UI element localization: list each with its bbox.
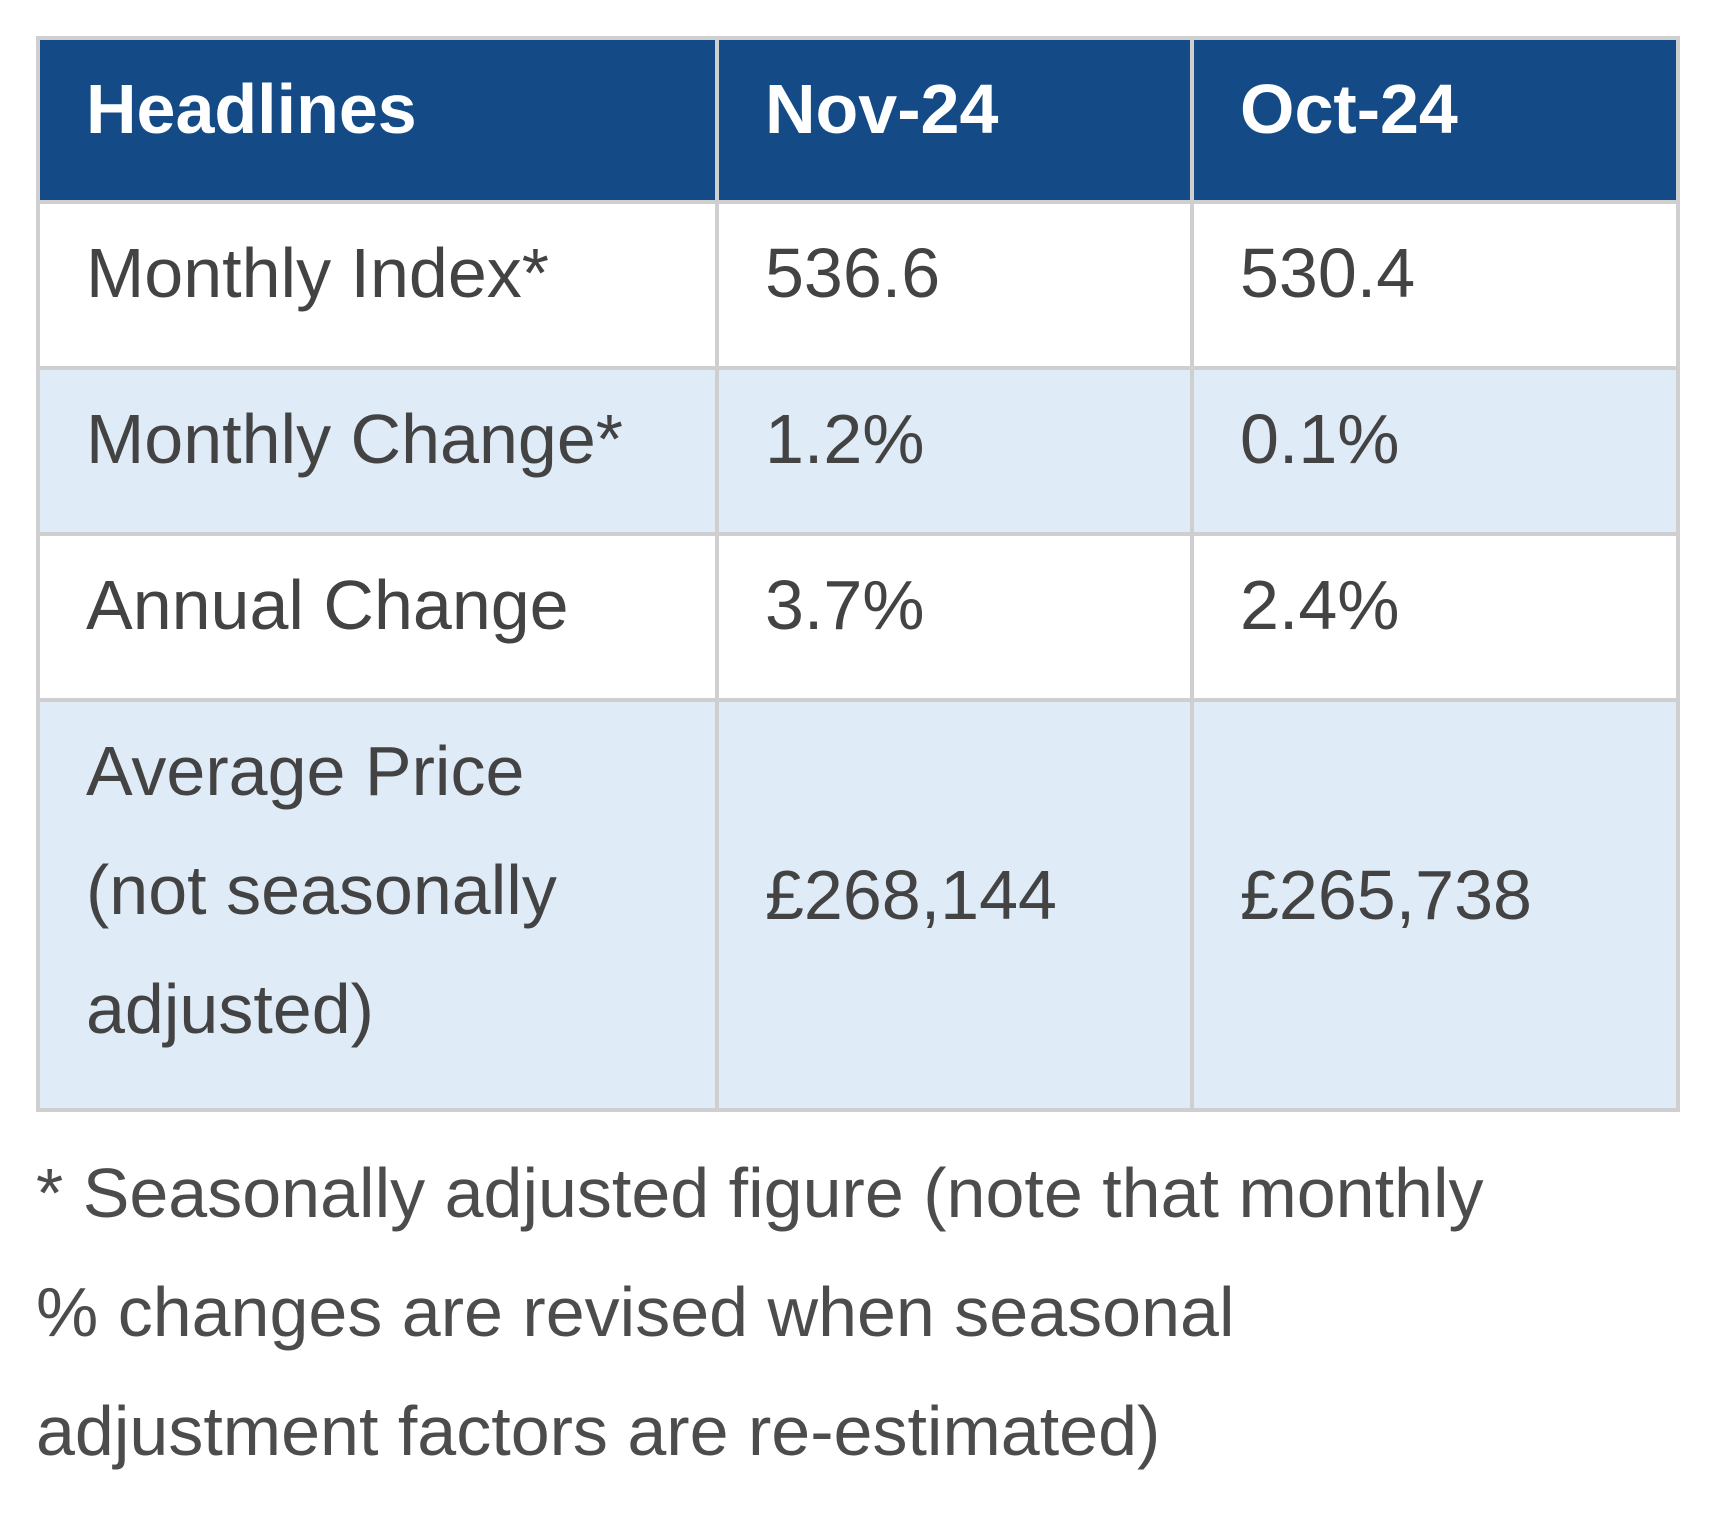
cell-monthly-change-nov: 1.2% xyxy=(715,366,1194,536)
headlines-table: Headlines Nov-24 Oct-24 Monthly Index* 5… xyxy=(36,36,1680,1112)
cell-monthly-index-oct: 530.4 xyxy=(1190,200,1680,370)
table-row-monthly-index: Monthly Index* 536.6 530.4 xyxy=(36,200,1680,370)
footnote: * Seasonally adjusted figure (note that … xyxy=(36,1154,1484,1470)
column-header-oct-24: Oct-24 xyxy=(1190,36,1680,204)
column-header-nov-24: Nov-24 xyxy=(715,36,1194,204)
row-label-average-price: Average Price (not seasonally adjusted) xyxy=(36,698,719,1112)
cell-monthly-index-nov: 536.6 xyxy=(715,200,1194,370)
cell-annual-change-oct: 2.4% xyxy=(1190,532,1680,702)
row-label-annual-change: Annual Change xyxy=(36,532,719,702)
column-header-headlines: Headlines xyxy=(36,36,719,204)
row-label-monthly-change: Monthly Change* xyxy=(36,366,719,536)
table-row-annual-change: Annual Change 3.7% 2.4% xyxy=(36,532,1680,702)
row-label-monthly-index: Monthly Index* xyxy=(36,200,719,370)
cell-monthly-change-oct: 0.1% xyxy=(1190,366,1680,536)
table-row-monthly-change: Monthly Change* 1.2% 0.1% xyxy=(36,366,1680,536)
cell-average-price-oct: £265,738 xyxy=(1190,698,1680,1112)
cell-average-price-nov: £268,144 xyxy=(715,698,1194,1112)
cell-annual-change-nov: 3.7% xyxy=(715,532,1194,702)
table-row-average-price: Average Price (not seasonally adjusted) … xyxy=(36,698,1680,1112)
table-header-row: Headlines Nov-24 Oct-24 xyxy=(36,36,1680,204)
